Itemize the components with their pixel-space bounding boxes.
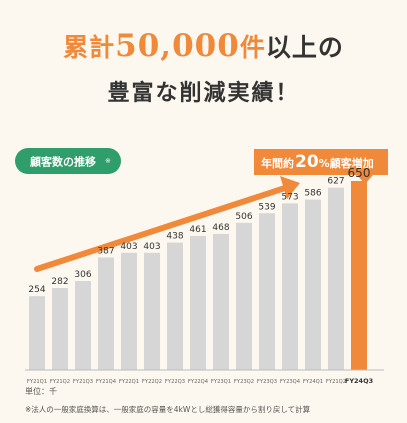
x-tick-label-2: FY21Q3 [73,379,93,385]
unit-label: 単位：千 [25,386,57,396]
x-tick-label-12: FY24Q1 [303,379,323,385]
footnote: ※法人の一般家庭換算は、一般家庭の容量を4kWとし総獲得容量から割り戻して計算 [25,405,311,414]
bar-14 [351,180,367,370]
bar-value-label-2: 306 [74,270,91,280]
bar-2 [75,281,91,370]
x-tick-label-0: FY21Q1 [27,379,47,385]
x-tick-label-1: FY21Q2 [50,379,70,385]
bar-3 [98,257,114,370]
bar-value-label-5: 403 [143,242,160,252]
bar-10 [259,213,275,370]
x-tick-label-14: FY24Q3 [345,377,373,385]
growth-callout-background [254,149,388,175]
growth-callout-suffix: %顧客増加 [319,156,374,170]
trend-badge-label: 顧客数の推移 [30,155,96,169]
x-tick-label-7: FY22Q4 [188,379,209,385]
headline-line1: 累計50,000件以上の [0,28,407,64]
x-tick-label-4: FY22Q1 [119,379,139,385]
headline-prefix: 累計 [63,33,116,62]
bar-7 [190,235,206,370]
x-tick-label-9: FY23Q2 [234,379,254,385]
bar-6 [167,242,183,370]
trend-arrow [34,176,300,272]
x-tick-label-13: FY21Q2 [326,379,346,385]
growth-callout-prefix: 年間約 [261,156,294,170]
trend-badge-mark: ※ [105,157,111,165]
bar-value-label-14: 650 [348,166,371,180]
growth-callout-pointer [357,175,373,184]
x-tick-label-11: FY23Q4 [280,379,301,385]
x-tick-label-8: FY23Q1 [211,379,231,385]
x-tick-label-10: FY23Q3 [257,379,277,385]
bar-12 [305,199,321,370]
bar-value-label-7: 461 [189,225,206,235]
growth-callout-text: 年間約20%顧客増加 [261,152,374,172]
trend-arrow-head [280,176,300,199]
headline-counter: 件 [239,33,266,62]
bar-13 [328,187,344,370]
customer-count-chart: 顧客数の推移 ※ 年間約20%顧客増加 254 282 306 387 403 403 43… [15,148,388,396]
growth-callout-number: 20 [295,152,319,172]
bar-value-label-4: 403 [120,242,137,252]
bar-11 [282,203,298,370]
bar-value-label-11: 573 [281,192,298,202]
bar-value-label-0: 254 [28,285,45,295]
headline-number: 50,000 [115,28,240,64]
x-tick-label-6: FY22Q3 [165,379,185,385]
bar-0 [29,296,45,370]
bar-value-label-8: 468 [212,223,229,233]
bars: 254 282 306 387 403 403 438 461 468 506 539 573 586 6… [28,166,370,370]
bar-value-label-13: 627 [327,177,344,187]
x-axis-labels: FY21Q1 FY21Q2 FY21Q3 FY21Q4 FY22Q1 FY22Q2 FY22… [27,377,373,385]
headline-line2: 豊富な削減実績！ [107,81,300,106]
trend-badge: 顧客数の推移 ※ [15,148,121,174]
bar-value-label-3: 387 [97,246,114,256]
bar-1 [52,287,68,370]
bar-value-label-10: 539 [258,202,275,212]
growth-callout: 年間約20%顧客増加 [254,149,388,184]
bar-value-label-9: 506 [235,212,252,222]
headline-suffix: 以上の [265,33,344,62]
bar-5 [144,252,160,370]
x-tick-label-5: FY22Q2 [142,379,162,385]
x-tick-label-3: FY21Q4 [96,379,117,385]
trend-arrow-shaft [34,185,288,272]
trend-badge-background [15,148,121,174]
bar-4 [121,252,137,370]
bar-value-label-1: 282 [51,277,68,287]
bar-value-label-12: 586 [304,189,321,199]
bar-value-label-6: 438 [166,232,183,242]
bar-8 [213,233,229,370]
bar-9 [236,222,252,370]
